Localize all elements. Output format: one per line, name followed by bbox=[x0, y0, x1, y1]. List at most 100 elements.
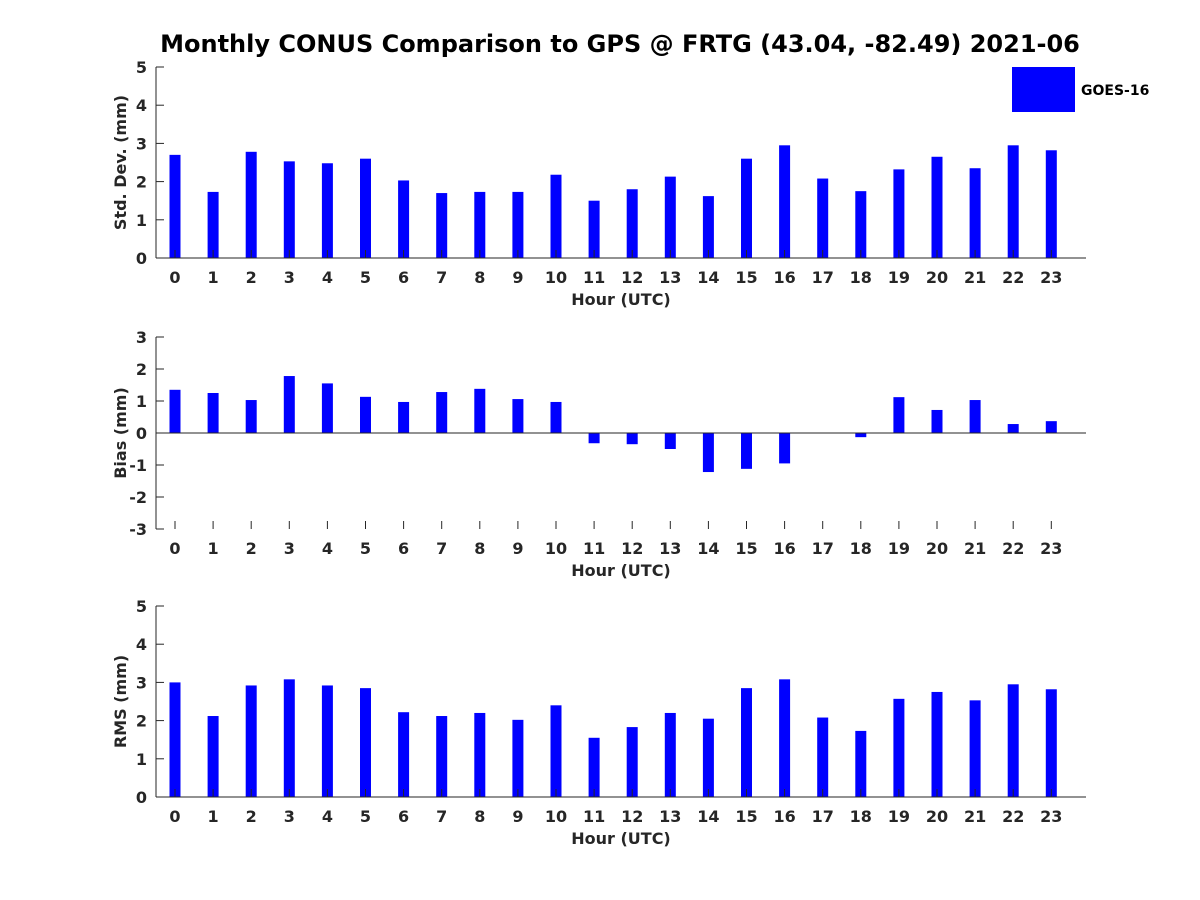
std-dev-bar-22 bbox=[1007, 145, 1019, 258]
rms-bar-10 bbox=[550, 705, 562, 797]
std-dev-bar-10 bbox=[550, 174, 562, 258]
rms-bar-19 bbox=[893, 698, 905, 797]
std-dev-x-tick-label: 1 bbox=[208, 268, 219, 287]
bias-bar-9 bbox=[512, 399, 524, 433]
std-dev-x-tick-label: 19 bbox=[888, 268, 910, 287]
std-dev-bar-15 bbox=[741, 158, 752, 258]
rms-bar-2 bbox=[245, 685, 257, 797]
rms-x-tick-label: 20 bbox=[926, 807, 948, 826]
rms-x-tick-label: 10 bbox=[545, 807, 567, 826]
std-dev-bar-4 bbox=[321, 163, 333, 258]
bias-x-tick-label: 4 bbox=[322, 539, 333, 558]
std-dev-bar-16 bbox=[779, 145, 791, 258]
std-dev-bar-21 bbox=[969, 168, 981, 258]
bias-x-tick-label: 5 bbox=[360, 539, 371, 558]
bias-x-tick-label: 9 bbox=[512, 539, 523, 558]
rms-bar-15 bbox=[741, 688, 752, 797]
bias-y-tick-label: -2 bbox=[129, 488, 147, 507]
bias-x-tick-label: 19 bbox=[888, 539, 910, 558]
std-dev-bar-5 bbox=[360, 158, 371, 258]
rms-bar-12 bbox=[626, 727, 638, 797]
std-dev-x-tick-label: 18 bbox=[850, 268, 872, 287]
bias-bar-7 bbox=[436, 392, 448, 433]
bias-x-tick-label: 8 bbox=[474, 539, 485, 558]
bias-bar-3 bbox=[283, 376, 295, 433]
bias-x-tick-label: 15 bbox=[735, 539, 757, 558]
bias-x-tick-label: 13 bbox=[659, 539, 681, 558]
std-dev-y-axis-label: Std. Dev. (mm) bbox=[111, 95, 130, 230]
std-dev-bar-23 bbox=[1045, 150, 1057, 258]
bias-bar-19 bbox=[893, 397, 905, 433]
std-dev-y-tick-label: 3 bbox=[136, 134, 147, 153]
bias-bar-5 bbox=[360, 396, 371, 433]
bias-bar-2 bbox=[245, 400, 257, 433]
std-dev-bar-12 bbox=[626, 189, 638, 258]
rms-x-tick-label: 16 bbox=[773, 807, 795, 826]
std-dev-x-tick-label: 20 bbox=[926, 268, 948, 287]
bias-y-tick-label: 0 bbox=[136, 424, 147, 443]
rms-x-tick-label: 22 bbox=[1002, 807, 1024, 826]
rms-x-tick-label: 18 bbox=[850, 807, 872, 826]
rms-bar-17 bbox=[817, 717, 829, 797]
legend: GOES-16 bbox=[1012, 67, 1149, 112]
bias-bar-10 bbox=[550, 401, 562, 433]
rms-x-tick-label: 3 bbox=[284, 807, 295, 826]
rms-x-tick-label: 5 bbox=[360, 807, 371, 826]
bias-x-tick-label: 23 bbox=[1040, 539, 1062, 558]
bias-x-tick-label: 21 bbox=[964, 539, 986, 558]
std-dev-x-tick-label: 7 bbox=[436, 268, 447, 287]
std-dev-bar-11 bbox=[588, 200, 600, 258]
bias-x-tick-label: 20 bbox=[926, 539, 948, 558]
bias-bar-4 bbox=[321, 383, 333, 433]
std-dev-x-tick-label: 6 bbox=[398, 268, 409, 287]
bias-bar-21 bbox=[969, 400, 981, 433]
bias-bar-1 bbox=[207, 393, 219, 433]
rms-bar-16 bbox=[779, 679, 791, 797]
std-dev-x-tick-label: 3 bbox=[284, 268, 295, 287]
rms-bar-9 bbox=[512, 719, 524, 797]
std-dev-x-tick-label: 23 bbox=[1040, 268, 1062, 287]
std-dev-y-tick-label: 5 bbox=[136, 58, 147, 77]
rms-bar-23 bbox=[1045, 689, 1057, 797]
std-dev-bar-13 bbox=[664, 176, 676, 258]
bias-x-tick-label: 12 bbox=[621, 539, 643, 558]
bias-y-axis-label: Bias (mm) bbox=[111, 387, 130, 479]
std-dev-y-tick-label: 2 bbox=[136, 173, 147, 192]
rms-y-tick-label: 3 bbox=[136, 673, 147, 692]
rms-x-tick-label: 15 bbox=[735, 807, 757, 826]
bias-y-tick-label: 2 bbox=[136, 360, 147, 379]
rms-x-tick-label: 19 bbox=[888, 807, 910, 826]
bias-bar-13 bbox=[664, 433, 676, 449]
std-dev-bar-19 bbox=[893, 169, 905, 258]
std-dev-bar-9 bbox=[512, 191, 524, 258]
rms-x-tick-label: 11 bbox=[583, 807, 605, 826]
std-dev-x-tick-label: 0 bbox=[169, 268, 180, 287]
std-dev-x-tick-label: 2 bbox=[246, 268, 257, 287]
rms-x-axis-label: Hour (UTC) bbox=[571, 829, 671, 848]
std-dev-bar-3 bbox=[283, 161, 295, 258]
std-dev-x-tick-label: 11 bbox=[583, 268, 605, 287]
std-dev-x-tick-label: 12 bbox=[621, 268, 643, 287]
bias-x-tick-label: 17 bbox=[812, 539, 834, 558]
std-dev-x-tick-label: 21 bbox=[964, 268, 986, 287]
bias-x-axis-label: Hour (UTC) bbox=[571, 561, 671, 580]
bias-x-tick-label: 1 bbox=[208, 539, 219, 558]
bias-y-tick-label: -1 bbox=[129, 456, 147, 475]
rms-x-tick-label: 17 bbox=[812, 807, 834, 826]
bias-bar-14 bbox=[702, 433, 714, 473]
rms-y-axis-label: RMS (mm) bbox=[111, 655, 130, 748]
std-dev-x-tick-label: 8 bbox=[474, 268, 485, 287]
std-dev-x-tick-label: 22 bbox=[1002, 268, 1024, 287]
rms-x-tick-label: 4 bbox=[322, 807, 333, 826]
rms-y-tick-label: 5 bbox=[136, 597, 147, 616]
chart-title: Monthly CONUS Comparison to GPS @ FRTG (… bbox=[160, 30, 1080, 58]
std-dev-x-tick-label: 16 bbox=[773, 268, 795, 287]
bias-y-tick-label: 3 bbox=[136, 328, 147, 347]
rms-x-tick-label: 23 bbox=[1040, 807, 1062, 826]
bias-x-tick-label: 14 bbox=[697, 539, 719, 558]
std-dev-x-tick-label: 13 bbox=[659, 268, 681, 287]
rms-bar-6 bbox=[398, 712, 410, 797]
rms-bar-0 bbox=[169, 682, 181, 797]
